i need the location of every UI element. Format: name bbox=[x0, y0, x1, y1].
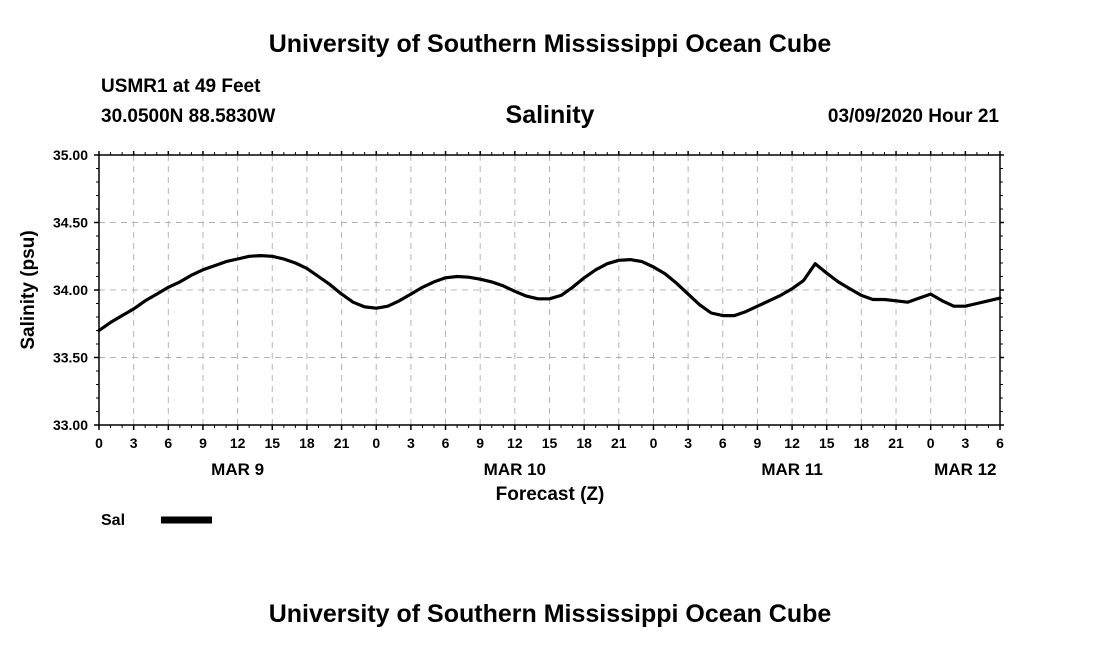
station-label: USMR1 at 49 Feet bbox=[101, 76, 261, 97]
x-tick-label: 6 bbox=[164, 435, 172, 451]
x-tick-label: 3 bbox=[130, 435, 138, 451]
x-tick-label: 15 bbox=[542, 435, 558, 451]
x-tick-label: 0 bbox=[372, 435, 380, 451]
grid-lines bbox=[99, 155, 1000, 425]
x-tick-label: 3 bbox=[407, 435, 415, 451]
x-tick-label: 3 bbox=[961, 435, 969, 451]
x-date-label: MAR 9 bbox=[211, 460, 264, 479]
x-date-label: MAR 11 bbox=[761, 460, 822, 479]
salinity-series-line bbox=[97, 254, 1002, 333]
axis-labels: 0 3 6 9 12 15 18 21 0 3 6 9 12 15 18 21 0 3 6 9 12 15 18 21 0 3 6 3… bbox=[53, 147, 1004, 479]
y-tick-label: 33.00 bbox=[53, 417, 88, 433]
x-tick-label: 12 bbox=[230, 435, 246, 451]
x-date-label: MAR 10 bbox=[484, 460, 546, 479]
station-coordinates: 30.0500N 88.5830W bbox=[101, 106, 276, 127]
footer-title: University of Southern Mississippi Ocean… bbox=[268, 600, 832, 628]
x-axis-label: Forecast (Z) bbox=[496, 484, 605, 505]
x-tick-label: 18 bbox=[299, 435, 315, 451]
x-tick-label: 15 bbox=[264, 435, 280, 451]
x-tick-label: 6 bbox=[996, 435, 1004, 451]
x-tick-label: 3 bbox=[684, 435, 692, 451]
x-tick-label: 18 bbox=[854, 435, 870, 451]
x-tick-label: 0 bbox=[650, 435, 658, 451]
chart-title: Salinity bbox=[505, 101, 595, 129]
header-title-top: University of Southern Mississippi Ocean… bbox=[268, 30, 832, 58]
x-tick-label: 9 bbox=[476, 435, 484, 451]
y-tick-label: 34.50 bbox=[53, 215, 88, 231]
x-tick-label: 21 bbox=[334, 435, 350, 451]
x-tick-label: 6 bbox=[719, 435, 727, 451]
y-tick-label: 35.00 bbox=[53, 147, 88, 163]
x-tick-label: 21 bbox=[611, 435, 627, 451]
x-tick-label: 6 bbox=[442, 435, 450, 451]
x-tick-label: 18 bbox=[576, 435, 592, 451]
x-tick-label: 9 bbox=[754, 435, 762, 451]
y-axis-label: Salinity (psu) bbox=[18, 230, 39, 349]
x-tick-label: 21 bbox=[888, 435, 904, 451]
y-tick-label: 33.50 bbox=[53, 350, 88, 366]
x-tick-label: 12 bbox=[784, 435, 800, 451]
x-tick-label: 9 bbox=[199, 435, 207, 451]
x-tick-label: 15 bbox=[819, 435, 835, 451]
x-tick-label: 0 bbox=[927, 435, 935, 451]
legend-label-sal: Sal bbox=[101, 512, 125, 529]
forecast-timestamp: 03/09/2020 Hour 21 bbox=[827, 106, 999, 127]
y-tick-label: 34.00 bbox=[53, 282, 88, 298]
x-date-label: MAR 12 bbox=[934, 460, 996, 479]
x-tick-label: 12 bbox=[507, 435, 523, 451]
axis-ticks bbox=[94, 151, 1004, 430]
x-tick-label: 0 bbox=[95, 435, 103, 451]
